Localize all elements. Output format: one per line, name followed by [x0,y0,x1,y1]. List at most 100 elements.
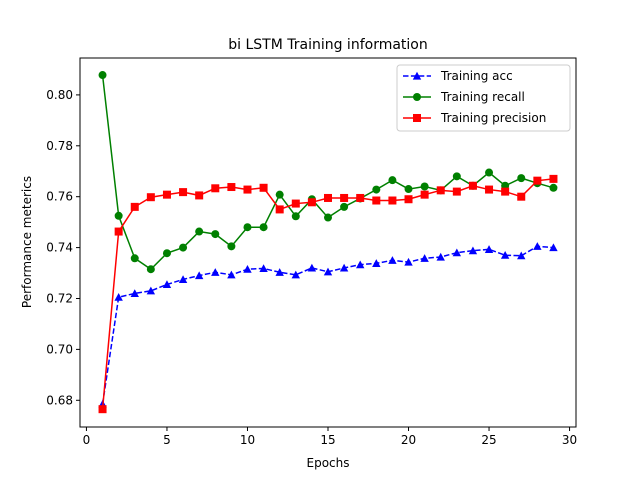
data-point [549,243,558,252]
data-point [501,187,510,196]
data-point [195,227,204,236]
data-point [130,202,139,211]
data-point [275,268,284,276]
legend-box [396,64,571,132]
data-point [178,275,188,283]
y-tick-label: 0.70 [46,342,73,356]
y-tick-label: 0.72 [46,291,73,305]
data-point [98,405,107,414]
data-point [420,182,429,191]
data-point [114,211,123,220]
data-point [146,265,155,274]
data-point [533,176,542,185]
data-point [436,252,445,261]
data-point [162,190,171,199]
y-tick-label: 0.78 [46,139,73,153]
x-tick-label: 0 [83,433,91,447]
data-point [324,193,332,202]
y-tick-label: 0.68 [46,393,73,407]
data-point [340,202,349,211]
legend-entry: Training acc [403,69,513,83]
series-training-recall [98,71,558,274]
data-point [130,289,139,297]
data-point [420,190,429,199]
data-point [388,196,397,205]
data-point [179,243,188,252]
plot-frame [79,57,577,428]
data-point [227,183,236,192]
y-tick-label: 0.80 [46,88,73,102]
data-point [517,192,526,201]
x-tick-label: 30 [562,433,577,447]
x-axis: 0 5 10 15 20 25 30 [83,427,577,447]
data-point [307,263,317,272]
x-tick-label: 10 [240,433,255,447]
series-layer [98,71,558,414]
data-point [372,185,381,194]
x-tick-label: 25 [481,433,496,447]
data-point [484,245,494,253]
data-point [211,268,220,276]
legend-entry: Training recall [403,90,525,104]
data-point [372,259,381,267]
data-point [275,190,284,199]
legend-marker [413,114,421,122]
data-point [372,196,381,205]
y-axis: 0.68 0.70 0.72 0.74 0.76 0.78 0.80 [46,88,80,407]
data-point [259,183,268,192]
data-point [114,227,123,236]
data-point [452,248,462,257]
data-point [356,260,365,269]
data-point [291,270,300,279]
x-tick-label: 5 [163,433,171,447]
data-point [485,185,494,194]
legend: Training acc Training recall Training prec… [396,64,571,132]
data-point [195,191,204,200]
data-point [243,223,252,232]
data-point [162,280,172,289]
data-point [243,265,252,273]
data-point [452,187,461,196]
data-point [485,168,494,177]
data-point [517,174,526,183]
data-point [211,230,220,239]
data-point [162,249,171,258]
data-point [468,246,478,255]
data-point [323,267,333,276]
data-point [114,293,123,301]
data-point [420,254,429,262]
y-tick-label: 0.74 [46,241,73,255]
data-point [500,251,510,259]
data-point [259,264,268,273]
legend-marker [413,93,421,101]
data-point [227,242,236,251]
data-point [324,213,332,222]
legend-label: Training precision [440,111,546,125]
data-point [146,286,156,295]
legend-entry: Training precision [403,111,546,125]
legend-label: Training acc [440,69,513,83]
data-point [388,256,397,264]
data-point [291,199,300,208]
data-point [388,176,397,185]
data-point [194,271,204,280]
series-training-precision [98,174,558,414]
data-point [339,263,349,272]
data-point [404,195,413,204]
data-point [340,193,349,202]
data-point [211,184,220,193]
data-point [356,193,365,202]
x-tick-label: 20 [401,433,416,447]
y-axis-label: Performance meterics [20,176,34,308]
chart-title: bi LSTM Training information [228,37,428,53]
data-point [130,254,139,263]
data-point [307,198,316,207]
data-point [98,71,107,80]
data-point [468,181,477,190]
data-point [436,186,445,195]
data-point [404,185,413,194]
data-point [291,212,300,221]
data-point [404,257,413,266]
legend-label: Training recall [440,90,525,104]
